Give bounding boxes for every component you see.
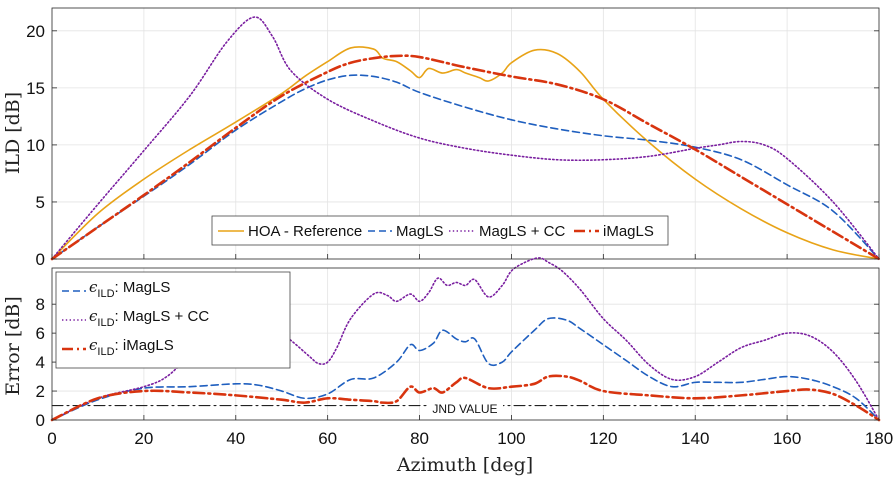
x-tick-label: 40 [226,429,245,448]
legend-rest: : MagLS [115,279,171,296]
error-plot-frame [51,267,880,421]
error-legend-item-imagls: ϵILD: iMagLS [62,336,174,358]
error-legend-box [55,271,291,369]
ild-y-tick-label: 10 [26,136,45,155]
x-axis-label: Azimuth [deg] [396,454,533,476]
ild-y-tick-label: 20 [26,22,45,41]
x-tick-label: 140 [681,429,709,448]
legend-symbol: ϵ [89,336,98,354]
error-y-tick-label: 0 [36,411,45,430]
error-legend: ϵILD: MagLS ϵILD: MagLS + CC ϵILD: iMagL… [55,271,291,369]
error-y-tick-label: 2 [36,382,45,401]
error-y-tick-label: 8 [36,295,45,314]
legend-subscript: ILD [97,317,114,329]
ild-panel: 0 5 10 15 20 ILD [dB] HOA - Reference MagLS … [2,7,881,269]
ild-series-0 [51,46,880,260]
ild-y-tick-label: 0 [36,250,45,269]
legend-label-err-magls: ϵILD: MagLS [89,278,170,300]
ild-legend-item-magls: MagLS [368,223,444,240]
error-y-axis-label: Error [dB] [2,296,24,396]
x-tick-label: 120 [589,429,617,448]
jnd-label: JND VALUE [432,402,497,416]
legend-symbol: ϵ [89,278,98,296]
legend-label-imagls: iMagLS [603,223,654,240]
legend-rest: : MagLS + CC [115,308,210,325]
legend-subscript: ILD [97,346,114,358]
ild-plot-frame [51,7,880,260]
ild-legend-item-hoa: HOA - Reference [218,223,362,240]
error-series-0 [51,317,880,421]
ild-y-ticks: 0 5 10 15 20 [26,22,880,269]
legend-label-err-magls-cc: ϵILD: MagLS + CC [89,307,209,329]
legend-label-magls-cc: MagLS + CC [479,223,565,240]
error-y-tick-label: 4 [36,353,45,372]
error-legend-item-magls: ϵILD: MagLS [62,278,170,300]
ild-grid [52,8,879,259]
error-panel: 0 2 4 6 8 0 20 40 60 80 100 120 140 160 180 Error [dB… [2,257,893,476]
x-tick-label: 180 [865,429,893,448]
x-tick-label: 20 [134,429,153,448]
legend-symbol: ϵ [89,307,98,325]
ild-legend-item-imagls: iMagLS [574,223,654,240]
ild-series-2 [51,16,880,260]
legend-label-magls: MagLS [396,223,444,240]
error-y-tick-label: 6 [36,324,45,343]
ild-series-group [50,16,881,261]
jnd-label-bg [427,401,503,415]
x-tick-label: 160 [773,429,801,448]
ild-y-tick-label: 15 [26,79,45,98]
jnd-annotation: JND VALUE [427,401,503,416]
legend-label-err-imagls: ϵILD: iMagLS [89,336,174,358]
ild-legend-item-magls-cc: MagLS + CC [449,223,565,240]
x-tick-label: 100 [497,429,525,448]
error-series-2 [50,374,881,422]
x-ticks: 0 20 40 60 80 100 120 140 160 180 [47,415,893,448]
x-tick-label: 0 [47,429,56,448]
error-legend-item-magls-cc: ϵILD: MagLS + CC [62,307,209,329]
ild-series-1 [51,74,880,260]
legend-rest: : iMagLS [115,337,174,354]
ild-y-axis-label: ILD [dB] [2,92,24,174]
ild-legend: HOA - Reference MagLS MagLS + CC iMagLS [211,215,669,246]
ild-y-tick-label: 5 [36,193,45,212]
ild-legend-box [211,215,669,246]
legend-label-hoa: HOA - Reference [248,223,362,240]
ild-series-3 [50,54,881,261]
legend-subscript: ILD [97,288,114,300]
x-tick-label: 60 [318,429,337,448]
x-tick-label: 80 [410,429,429,448]
